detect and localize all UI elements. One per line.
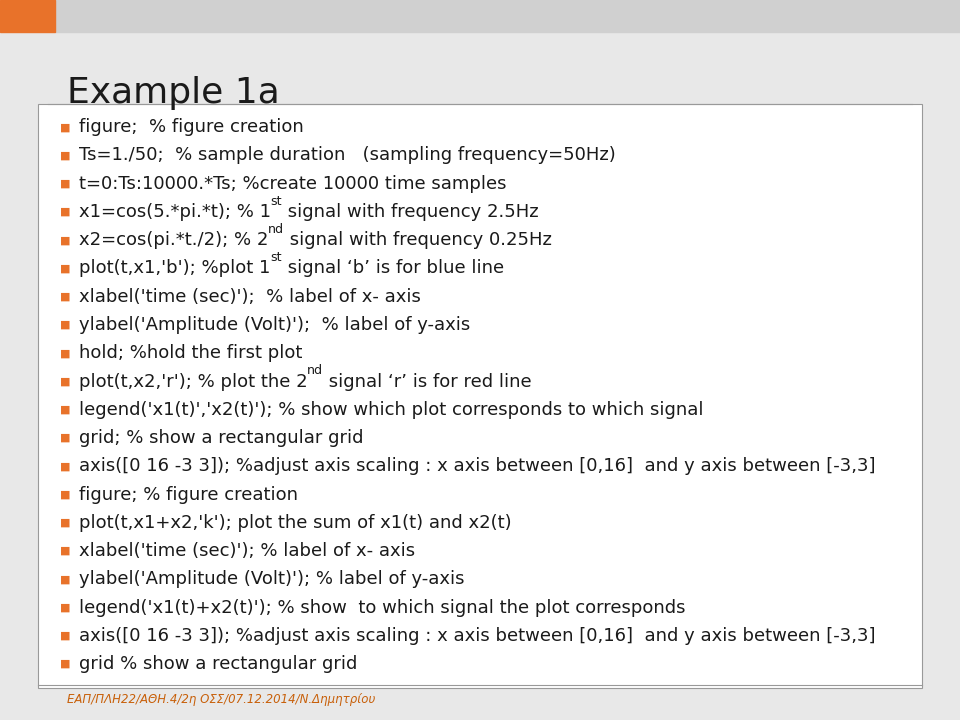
Text: hold; %hold the first plot: hold; %hold the first plot [79,344,302,362]
Text: t=0:Ts:10000.*Ts; %create 10000 time samples: t=0:Ts:10000.*Ts; %create 10000 time sam… [79,175,506,193]
Text: axis([0 16 -3 3]); %adjust axis scaling : x axis between [0,16]  and y axis betw: axis([0 16 -3 3]); %adjust axis scaling … [79,457,876,475]
Text: grid; % show a rectangular grid: grid; % show a rectangular grid [79,429,363,447]
Text: ■: ■ [60,405,70,415]
Text: xlabel('time (sec)'); % label of x- axis: xlabel('time (sec)'); % label of x- axis [79,542,415,560]
Text: plot(t,x1,'b'); %plot 1: plot(t,x1,'b'); %plot 1 [79,259,270,277]
Text: ■: ■ [60,631,70,641]
Text: Example 1a: Example 1a [67,76,280,109]
Text: ■: ■ [60,603,70,613]
Text: legend('x1(t)+x2(t)'); % show  to which signal the plot corresponds: legend('x1(t)+x2(t)'); % show to which s… [79,598,685,616]
Text: ■: ■ [60,518,70,528]
Text: ■: ■ [60,377,70,387]
Text: signal ‘b’ is for blue line: signal ‘b’ is for blue line [281,259,504,277]
Text: plot(t,x2,'r'); % plot the 2: plot(t,x2,'r'); % plot the 2 [79,372,307,390]
Text: signal ‘r’ is for red line: signal ‘r’ is for red line [324,372,532,390]
Text: ■: ■ [60,179,70,189]
Text: ■: ■ [60,490,70,500]
Text: Ts=1./50;  % sample duration   (sampling frequency=50Hz): Ts=1./50; % sample duration (sampling fr… [79,146,615,164]
Text: xlabel('time (sec)');  % label of x- axis: xlabel('time (sec)'); % label of x- axis [79,288,420,306]
Text: x2=cos(pi.*t./2); % 2: x2=cos(pi.*t./2); % 2 [79,231,268,249]
Text: plot(t,x1+x2,'k'); plot the sum of x1(t) and x2(t): plot(t,x1+x2,'k'); plot the sum of x1(t)… [79,514,512,532]
Text: signal with frequency 0.25Hz: signal with frequency 0.25Hz [284,231,552,249]
Text: ■: ■ [60,235,70,246]
Text: ■: ■ [60,659,70,669]
Text: ■: ■ [60,546,70,556]
Text: nd: nd [307,364,324,377]
Text: ylabel('Amplitude (Volt)'); % label of y-axis: ylabel('Amplitude (Volt)'); % label of y… [79,570,465,588]
Text: ■: ■ [60,292,70,302]
Text: axis([0 16 -3 3]); %adjust axis scaling : x axis between [0,16]  and y axis betw: axis([0 16 -3 3]); %adjust axis scaling … [79,627,876,645]
Text: st: st [270,251,281,264]
Text: signal with frequency 2.5Hz: signal with frequency 2.5Hz [282,203,539,221]
Text: ■: ■ [60,348,70,359]
Text: figure;  % figure creation: figure; % figure creation [79,118,303,136]
Text: ■: ■ [60,433,70,443]
Text: ylabel('Amplitude (Volt)');  % label of y-axis: ylabel('Amplitude (Volt)'); % label of y… [79,316,470,334]
Text: ■: ■ [60,462,70,472]
Text: ■: ■ [60,320,70,330]
Text: st: st [271,194,282,208]
Bar [55,0,960,32]
Bar [0,0,55,32]
Text: ■: ■ [60,150,70,161]
Text: ■: ■ [60,264,70,274]
Text: legend('x1(t)','x2(t)'); % show which plot corresponds to which signal: legend('x1(t)','x2(t)'); % show which pl… [79,401,704,419]
Text: ■: ■ [60,575,70,585]
Text: ■: ■ [60,122,70,132]
Text: figure; % figure creation: figure; % figure creation [79,485,298,503]
Text: ΕΑΠ/ΠΛΗ22/ΑΘΗ.4/2η ΟΣΣ/07.12.2014/Ν.Δημητρίου: ΕΑΠ/ΠΛΗ22/ΑΘΗ.4/2η ΟΣΣ/07.12.2014/Ν.Δημη… [67,693,375,706]
Text: grid % show a rectangular grid: grid % show a rectangular grid [79,655,357,673]
Text: ■: ■ [60,207,70,217]
Text: nd: nd [268,223,284,236]
Text: x1=cos(5.*pi.*t); % 1: x1=cos(5.*pi.*t); % 1 [79,203,271,221]
Bar [38,104,922,688]
